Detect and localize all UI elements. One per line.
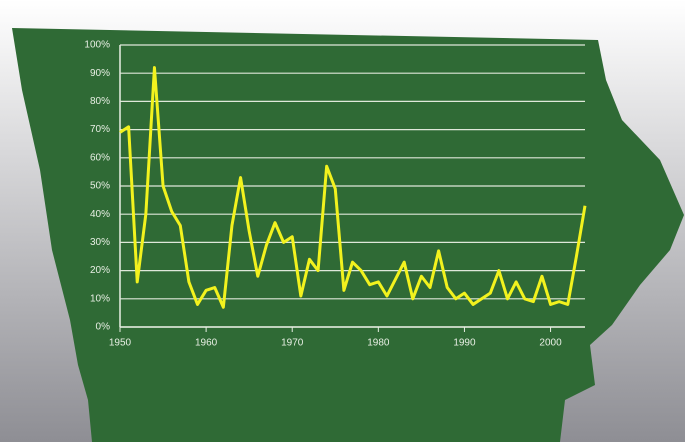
iowa-map — [12, 28, 684, 442]
x-tick-label: 1980 — [367, 338, 390, 349]
x-tick-label: 1990 — [453, 338, 476, 349]
y-tick-label: 70% — [90, 124, 110, 135]
y-tick-label: 90% — [90, 68, 110, 79]
x-tick-label: 2000 — [539, 338, 562, 349]
x-tick-label: 1970 — [281, 338, 304, 349]
y-tick-label: 30% — [90, 237, 110, 248]
y-tick-label: 80% — [90, 96, 110, 107]
data-line — [119, 66, 587, 309]
y-tick-label: 60% — [90, 152, 110, 163]
y-tick-label: 50% — [90, 181, 110, 192]
y-tick-label: 100% — [84, 40, 110, 51]
y-tick-label: 0% — [96, 322, 111, 333]
y-tick-label: 20% — [90, 265, 110, 276]
x-tick-label: 1950 — [109, 338, 132, 349]
x-tick-label: 1960 — [195, 338, 218, 349]
y-tick-label: 40% — [90, 209, 110, 220]
y-tick-label: 10% — [90, 293, 110, 304]
